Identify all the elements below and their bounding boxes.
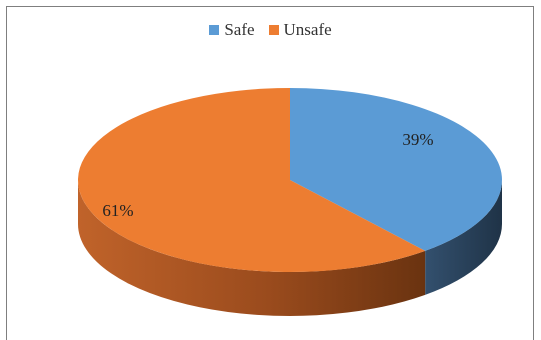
data-label-unsafe: 61% [102,201,133,220]
legend-label-unsafe: Unsafe [283,20,332,39]
pie-top-faces [77,88,502,272]
pie-slice-unsafe [77,88,426,272]
pie-side-walls [78,180,502,316]
legend-item-safe: Safe [209,20,255,40]
data-label-safe: 39% [402,130,433,149]
legend-label-safe: Safe [224,20,255,39]
legend-swatch-unsafe [268,25,279,35]
legend: Safe Unsafe [0,20,541,40]
pie-labels: 39% 61% [102,130,433,220]
pie-side-safe [425,180,502,295]
legend-item-unsafe: Unsafe [268,20,332,40]
pie-side-unsafe [78,180,426,316]
pie-slice-safe [290,88,502,251]
legend-swatch-safe [209,25,220,35]
